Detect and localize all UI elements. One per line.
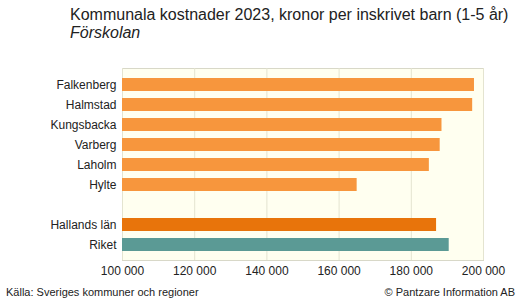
html-text:© Pantzare Information AB: © Pantzare Information AB [384, 286, 515, 298]
svg-text:Varberg: Varberg [75, 138, 117, 152]
html-text:Källa: Sveriges kommuner och r: Källa: Sveriges kommuner och regioner [6, 286, 199, 298]
svg-text:200 000: 200 000 [462, 264, 506, 278]
svg-text:Halmstad: Halmstad [66, 98, 117, 112]
svg-text:100 000: 100 000 [101, 264, 145, 278]
svg-text:Kungsbacka: Kungsbacka [50, 118, 116, 132]
svg-text:Laholm: Laholm [77, 158, 116, 172]
svg-text:Hylte: Hylte [89, 178, 117, 192]
svg-text:140 000: 140 000 [245, 264, 289, 278]
html-text:Förskolan: Förskolan [70, 24, 141, 41]
svg-text:120 000: 120 000 [173, 264, 217, 278]
svg-text:Riket: Riket [89, 238, 117, 252]
svg-text:180 000: 180 000 [390, 264, 434, 278]
html-text:Kommunala kostnader 2023, kron: Kommunala kostnader 2023, kronor per ins… [70, 6, 509, 23]
svg-text:Falkenberg: Falkenberg [56, 78, 116, 92]
svg-text:Hallands län: Hallands län [50, 218, 116, 232]
svg-text:160 000: 160 000 [317, 264, 361, 278]
